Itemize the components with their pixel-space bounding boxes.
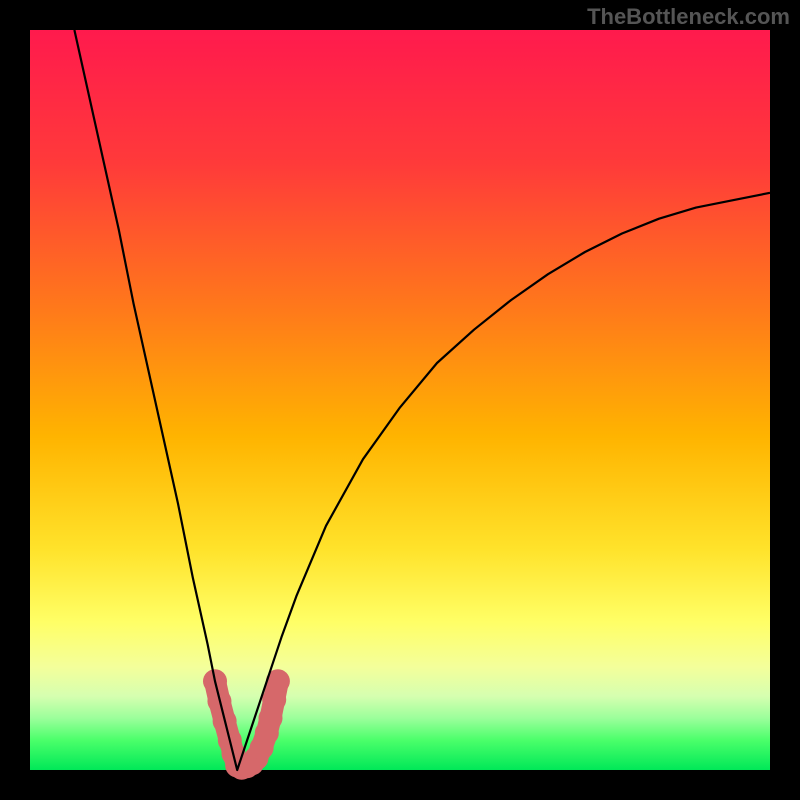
watermark-text: TheBottleneck.com	[587, 4, 790, 30]
chart-container: TheBottleneck.com	[0, 0, 800, 800]
plot-background	[30, 30, 770, 770]
bottleneck-chart	[0, 0, 800, 800]
